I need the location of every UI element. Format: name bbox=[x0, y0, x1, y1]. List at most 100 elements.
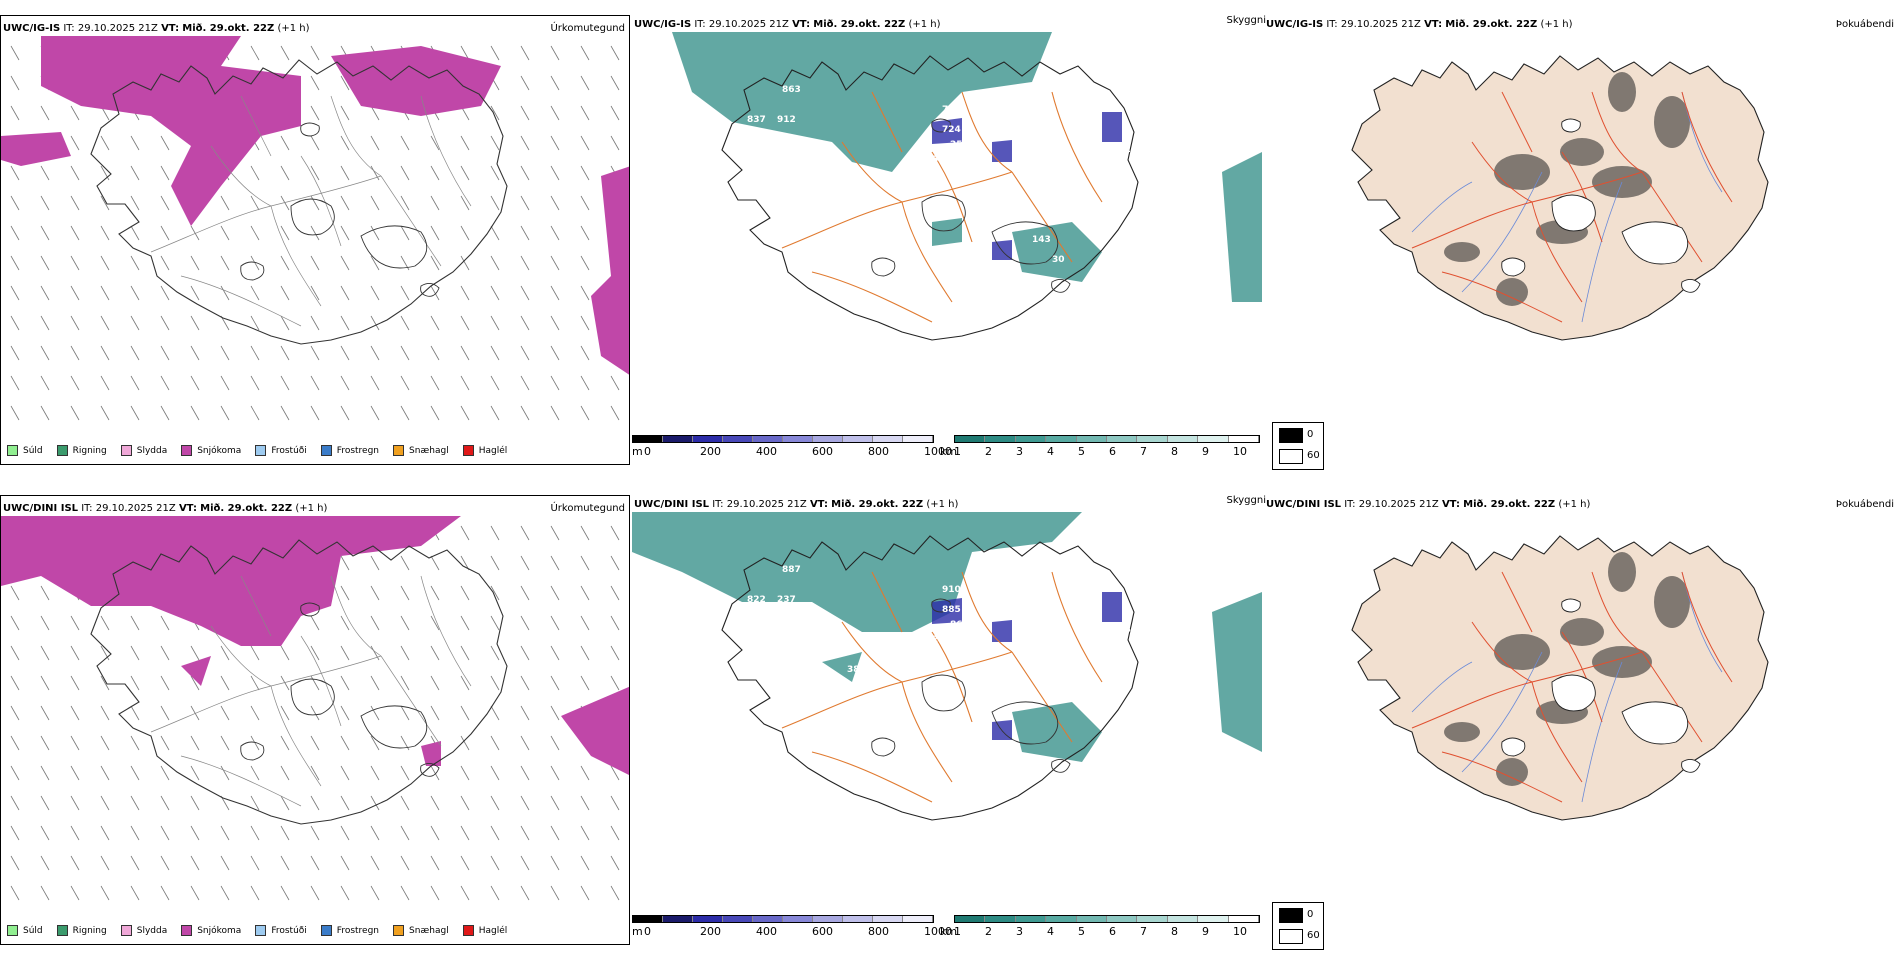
road bbox=[180, 755, 302, 807]
wind-barb bbox=[460, 375, 470, 391]
wind-barb bbox=[580, 135, 590, 151]
panel-header: UWC/DINI ISL IT: 29.10.2025 21Z VT: Mið.… bbox=[1266, 499, 1590, 510]
legend-swatch bbox=[255, 925, 267, 936]
wind-barb bbox=[160, 795, 170, 811]
wind-barb bbox=[400, 405, 410, 421]
wind-barb bbox=[160, 405, 170, 421]
glacier-outline bbox=[921, 674, 966, 712]
river bbox=[1461, 651, 1543, 773]
wind-barb bbox=[190, 645, 200, 661]
visibility-map: 887 822 237 910 885 860 266 382 352 34 210 78 198 262 bbox=[632, 512, 1262, 821]
wind-barb bbox=[70, 735, 80, 751]
fog-area bbox=[1560, 138, 1604, 166]
wind-barb bbox=[490, 645, 500, 661]
visibility-colorbar-bar bbox=[954, 435, 1260, 443]
wind-barb bbox=[520, 165, 530, 181]
wind-barb bbox=[610, 75, 620, 91]
wind-barb bbox=[100, 735, 110, 751]
wind-barb bbox=[100, 615, 110, 631]
wind-barb bbox=[520, 705, 530, 721]
wind-barb bbox=[310, 825, 320, 841]
wind-barb bbox=[40, 675, 50, 691]
wind-barb bbox=[580, 225, 590, 241]
wind-barb bbox=[70, 855, 80, 871]
wind-barb bbox=[100, 315, 110, 331]
wind-barb bbox=[490, 195, 500, 211]
glacier-outline bbox=[991, 701, 1059, 745]
wind-barb bbox=[610, 555, 620, 571]
wind-barb bbox=[160, 825, 170, 841]
wind-barb bbox=[460, 825, 470, 841]
wind-barb bbox=[580, 825, 590, 841]
wind-barb bbox=[130, 645, 140, 661]
wind-barb bbox=[100, 255, 110, 271]
visibility-tick: 7 bbox=[1140, 445, 1147, 458]
forecast-row-2: UWC/DINI ISL IT: 29.10.2025 21Z VT: Mið.… bbox=[0, 492, 1900, 962]
glacier-outline bbox=[420, 283, 440, 297]
header-model: UWC/IG-IS bbox=[1266, 19, 1324, 30]
glacier-outline bbox=[871, 737, 896, 757]
legend-swatch bbox=[462, 925, 474, 936]
wind-barb bbox=[100, 195, 110, 211]
wind-barb bbox=[430, 615, 440, 631]
wind-barb bbox=[370, 795, 380, 811]
road bbox=[1591, 571, 1643, 653]
glacier-outline bbox=[290, 678, 335, 716]
wind-barb bbox=[580, 345, 590, 361]
fog-area bbox=[1654, 576, 1690, 628]
wind-barb bbox=[340, 765, 350, 781]
wind-barb bbox=[490, 795, 500, 811]
road bbox=[330, 95, 382, 177]
wind-barb bbox=[610, 405, 620, 421]
wind-barb bbox=[490, 285, 500, 301]
road bbox=[180, 275, 302, 327]
wind-barb bbox=[10, 285, 20, 301]
ceiling-color-step bbox=[873, 436, 903, 442]
road bbox=[240, 95, 272, 157]
wind-barb bbox=[220, 195, 230, 211]
road bbox=[1501, 91, 1533, 153]
road bbox=[210, 145, 272, 207]
precip-legend: Súld Rigning Slydda Snjókoma Frostúði Frostre… bbox=[7, 445, 507, 456]
wind-barb bbox=[490, 405, 500, 421]
wind-barb bbox=[340, 225, 350, 241]
wind-barb bbox=[460, 285, 470, 301]
wind-barb bbox=[220, 375, 230, 391]
wind-barb bbox=[220, 405, 230, 421]
wind-barb bbox=[190, 885, 200, 901]
wind-barb bbox=[370, 705, 380, 721]
wind-barb bbox=[130, 345, 140, 361]
legend-swatch bbox=[56, 925, 68, 936]
wind-barb bbox=[160, 765, 170, 781]
low-ceiling-area bbox=[1102, 592, 1122, 622]
road bbox=[781, 651, 1013, 729]
wind-barb bbox=[280, 315, 290, 331]
wind-barb bbox=[550, 825, 560, 841]
ceiling-tick: 0 bbox=[644, 445, 651, 458]
wind-barb bbox=[520, 645, 530, 661]
precip-legend-item: Haglél bbox=[462, 925, 507, 936]
fog-area bbox=[1444, 242, 1480, 262]
wind-barb bbox=[70, 675, 80, 691]
low-visibility-area bbox=[822, 652, 862, 682]
ceiling-color-step bbox=[813, 916, 843, 922]
fog-legend-low: 0 bbox=[1307, 429, 1314, 440]
precip-legend-item: Frostúði bbox=[255, 925, 307, 936]
wind-barb bbox=[430, 375, 440, 391]
snow-area bbox=[591, 166, 629, 375]
header-itl: IT: bbox=[1344, 499, 1356, 510]
ceiling-color-step bbox=[693, 436, 723, 442]
wind-barb bbox=[550, 765, 560, 781]
visibility-tick: 6 bbox=[1109, 445, 1116, 458]
wind-barb bbox=[160, 375, 170, 391]
header-vtl: VT: bbox=[792, 19, 811, 30]
wind-barb bbox=[280, 165, 290, 181]
header-off: (+1 h) bbox=[1540, 19, 1573, 30]
wind-barb bbox=[490, 585, 500, 601]
wind-barb bbox=[520, 75, 530, 91]
wind-barb bbox=[10, 705, 20, 721]
ceiling-tick: 0 bbox=[644, 925, 651, 938]
wind-barb bbox=[550, 285, 560, 301]
wind-barb bbox=[340, 615, 350, 631]
wind-barb bbox=[400, 705, 410, 721]
